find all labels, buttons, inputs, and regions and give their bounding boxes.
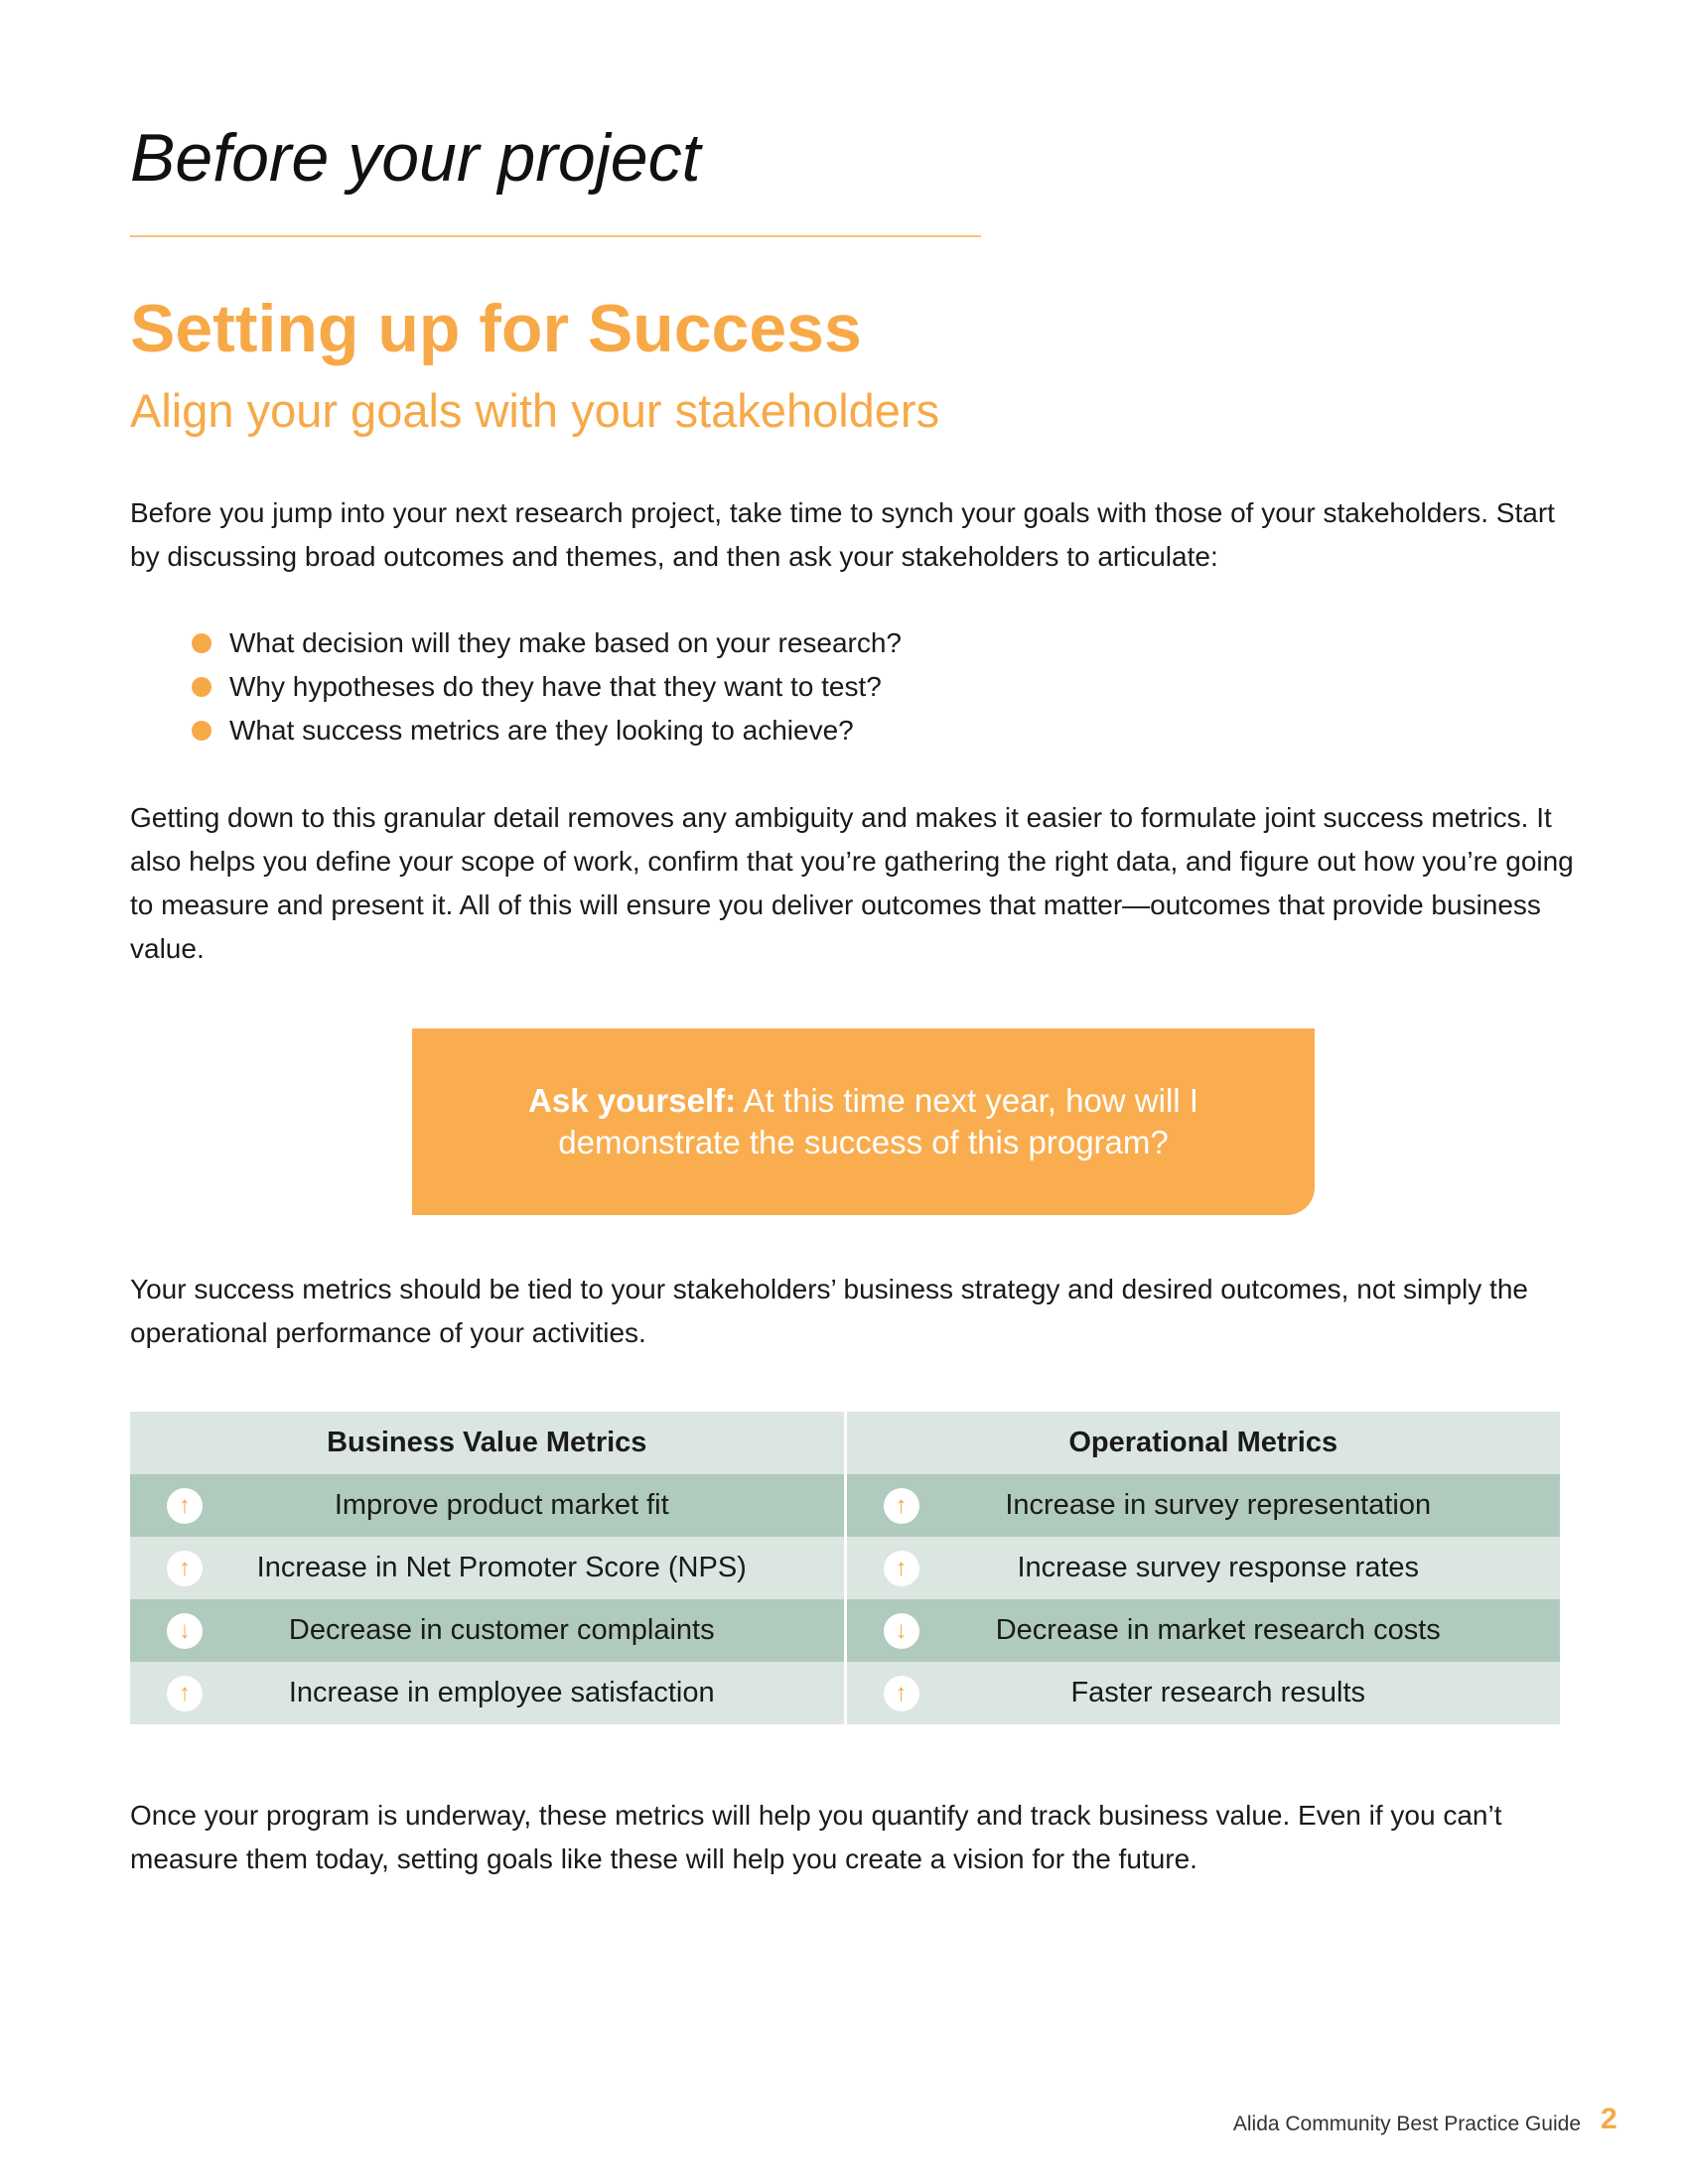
callout-text: At this time next year, how will I demon… (558, 1082, 1198, 1160)
table-row: ↑ Increase in employee satisfaction ↑ Faste… (130, 1662, 1560, 1724)
detail-paragraph: Getting down to this granular detail rem… (130, 802, 1574, 964)
arrow-down-icon: ↓ (167, 1612, 203, 1649)
metric-label: Faster research results (1070, 1677, 1366, 1708)
arrow-up-icon: ↑ (167, 1550, 203, 1586)
table-cell: ↑ Increase in Net Promoter Score (NPS) (130, 1537, 844, 1599)
intro-paragraph: Before you jump into your next research … (130, 497, 1555, 572)
metrics-paragraph: Your success metrics should be tied to y… (130, 1274, 1528, 1348)
metric-label: Increase in Net Promoter Score (NPS) (256, 1552, 747, 1583)
metric-label: Decrease in customer complaints (288, 1614, 715, 1646)
list-item: Why hypotheses do they have that they wa… (189, 665, 902, 709)
metric-label: Decrease in market research costs (995, 1614, 1441, 1646)
arrow-up-icon: ↑ (883, 1675, 919, 1711)
bullet-icon (192, 677, 211, 697)
table-cell: ↓ Decrease in customer complaints (130, 1599, 844, 1662)
page-number: 2 (1601, 2103, 1618, 2135)
table-cell: ↑ Faster research results (843, 1662, 1560, 1724)
question-list: What decision will they make based on yo… (189, 621, 902, 752)
list-item-text: Why hypotheses do they have that they wa… (229, 671, 882, 702)
list-item-text: What success metrics are they looking to… (229, 715, 854, 746)
column-header: Business Value Metrics (130, 1412, 844, 1474)
page-subheadline: Align your goals with your stakeholders (130, 384, 940, 437)
arrow-up-icon: ↑ (883, 1550, 919, 1586)
callout-lead: Ask yourself: (528, 1082, 737, 1119)
table-cell: ↓ Decrease in market research costs (843, 1599, 1560, 1662)
table-cell: ↑ Increase in employee satisfaction (130, 1662, 844, 1724)
table-header: Business Value Metrics Operational Metri… (130, 1412, 1560, 1474)
section-title: Before your project (130, 120, 701, 196)
page-headline: Setting up for Success (130, 291, 862, 366)
table-cell: ↑ Increase in survey representation (843, 1474, 1560, 1537)
divider (130, 235, 981, 237)
bullet-icon (192, 633, 211, 653)
table-cell: ↑ Improve product market fit (130, 1474, 844, 1537)
arrow-down-icon: ↓ (883, 1612, 919, 1649)
column-header: Operational Metrics (843, 1412, 1560, 1474)
table-row: ↑ Improve product market fit ↑ Increase in … (130, 1474, 1560, 1537)
metric-label: Increase in survey representation (1005, 1489, 1432, 1521)
arrow-up-icon: ↑ (167, 1675, 203, 1711)
list-item: What decision will they make based on yo… (189, 621, 902, 665)
arrow-up-icon: ↑ (883, 1487, 919, 1524)
metrics-table: Business Value Metrics Operational Metri… (130, 1412, 1560, 1724)
callout-box: Ask yourself: At this time next year, ho… (412, 1028, 1315, 1215)
table-row: ↑ Increase in Net Promoter Score (NPS) ↑ In… (130, 1537, 1560, 1599)
closing-paragraph: Once your program is underway, these met… (130, 1800, 1502, 1874)
metric-label: Increase survey response rates (1017, 1552, 1420, 1583)
footer-guide-title: Alida Community Best Practice Guide (1232, 2113, 1581, 2135)
metric-label: Improve product market fit (334, 1489, 669, 1521)
arrow-up-icon: ↑ (167, 1487, 203, 1524)
table-cell: ↑ Increase survey response rates (843, 1537, 1560, 1599)
metric-label: Increase in employee satisfaction (288, 1677, 715, 1708)
list-item-text: What decision will they make based on yo… (229, 627, 903, 658)
bullet-icon (192, 721, 211, 741)
table-row: ↓ Decrease in customer complaints ↓ Decreas… (130, 1599, 1560, 1662)
list-item: What success metrics are they looking to… (189, 709, 902, 752)
